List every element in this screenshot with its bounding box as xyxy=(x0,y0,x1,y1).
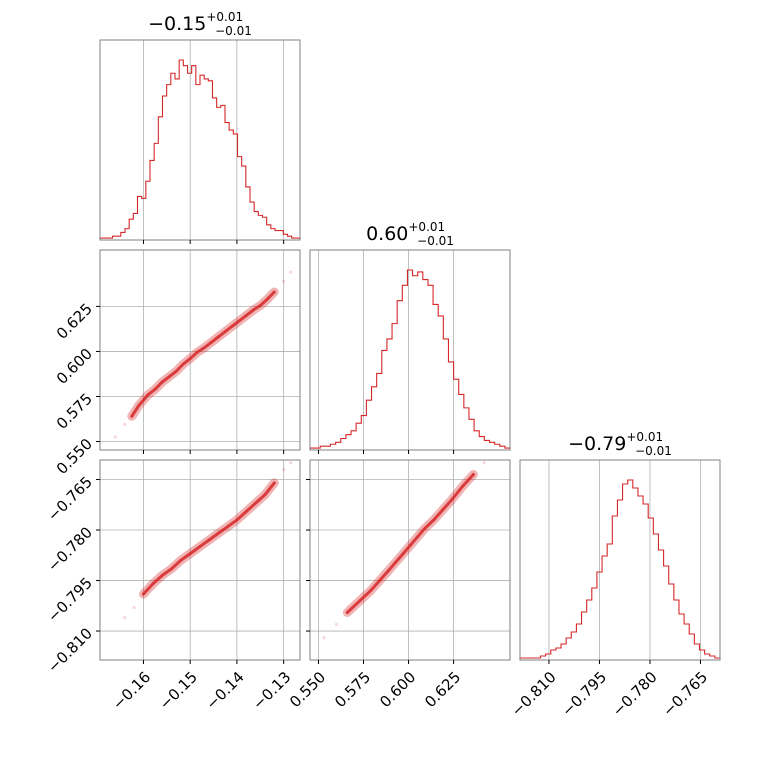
scatter-point xyxy=(334,622,339,626)
panel-frame-diag-3 xyxy=(519,459,721,661)
tick-label-x: −0.15 xyxy=(156,668,201,713)
title-minus: −0.01 xyxy=(635,444,672,458)
tick-label-y: 0.575 xyxy=(53,390,96,433)
tick-label-y: −0.810 xyxy=(44,624,96,676)
panel-frame-scatter-3 xyxy=(309,459,511,661)
panel-frame-scatter-1 xyxy=(99,249,301,451)
contour-band-inner xyxy=(142,481,276,596)
title-diag-1: −0.15+0.01 −0.01 xyxy=(148,10,252,38)
tick-label-x: −0.795 xyxy=(558,668,610,720)
grid-layer xyxy=(100,40,701,660)
scatter-point xyxy=(113,435,118,439)
scatter-group-scatter-3 xyxy=(322,451,496,640)
scatter-group-scatter-2 xyxy=(123,461,293,620)
title-plus: +0.01 xyxy=(206,10,243,24)
title-plus: +0.01 xyxy=(626,430,663,444)
tick-label-y: 0.600 xyxy=(53,345,96,388)
tick-label-x: −0.13 xyxy=(249,668,294,713)
tick-label-x: −0.780 xyxy=(609,668,661,720)
panel-frame-diag-1 xyxy=(99,39,301,241)
tick-label-y: 0.625 xyxy=(53,300,96,343)
scatter-point xyxy=(289,461,293,465)
title-median: 0.60 xyxy=(366,223,408,245)
scatter-point xyxy=(493,451,496,454)
tick-label-x: 0.600 xyxy=(376,668,419,711)
scatter-point xyxy=(289,270,293,274)
axes-layer: −0.16 −0.15 −0.14 −0.130.550 0.575 0.600 0.625… xyxy=(44,240,711,720)
scatter-point xyxy=(322,636,326,640)
title-plus: +0.01 xyxy=(408,220,445,234)
histogram-step-diag-2 xyxy=(309,269,511,450)
scatter-point xyxy=(282,467,286,472)
marks-layer xyxy=(99,59,721,660)
histogram-step-diag-3 xyxy=(519,479,721,660)
title-diag-3: −0.79+0.01 −0.01 xyxy=(568,430,672,458)
panel-frame-diag-2 xyxy=(309,249,511,451)
tick-label-y: −0.780 xyxy=(44,523,96,575)
scatter-group-scatter-1 xyxy=(113,270,293,439)
scatter-point xyxy=(482,461,486,465)
tick-label-x: 0.550 xyxy=(286,668,329,711)
contour-band-inner xyxy=(130,290,276,418)
tick-label-y: −0.765 xyxy=(44,473,96,525)
tick-label-x: −0.765 xyxy=(659,668,711,720)
scatter-point xyxy=(123,422,127,427)
title-median: −0.15 xyxy=(148,13,206,35)
scatter-point xyxy=(132,605,136,610)
scatter-point xyxy=(123,615,127,620)
contour-band-inner xyxy=(345,473,475,614)
histogram-step-diag-1 xyxy=(99,59,301,240)
title-diag-2: 0.60+0.01 −0.01 xyxy=(366,220,454,248)
title-median: −0.79 xyxy=(568,433,626,455)
tick-label-y: −0.795 xyxy=(44,574,96,626)
panel-frame-scatter-2 xyxy=(99,459,301,661)
scatter-point xyxy=(282,279,286,283)
tick-label-x: −0.810 xyxy=(508,668,560,720)
title-minus: −0.01 xyxy=(417,234,454,248)
tick-label-y: 0.550 xyxy=(53,435,96,478)
title-minus: −0.01 xyxy=(215,24,252,38)
tick-label-x: 0.625 xyxy=(421,668,464,711)
tick-label-x: 0.575 xyxy=(331,668,374,711)
tick-label-x: −0.14 xyxy=(202,668,247,713)
tick-label-x: −0.16 xyxy=(109,668,154,713)
